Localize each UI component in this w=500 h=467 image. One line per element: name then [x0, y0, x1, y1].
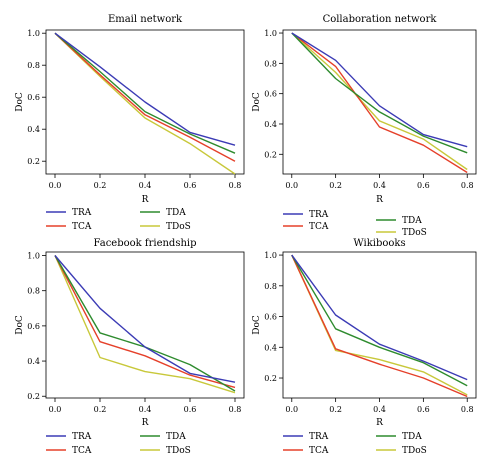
y-tick-label: 0.4: [27, 125, 40, 134]
series-line-tda: [54, 255, 236, 392]
series-line-tdos: [54, 255, 236, 394]
x-tick-label: 0.2: [94, 405, 107, 414]
x-tick-label: 0.0: [49, 181, 62, 190]
series-line-tca: [291, 32, 468, 174]
y-axis-label: DoC: [252, 92, 262, 112]
x-tick-label: 0.6: [184, 181, 197, 190]
series-line-tda: [54, 32, 236, 154]
chart-panel-3: Facebook friendship 0.0 0.2 0.4 0.6 0.8 0.2 0.4…: [15, 238, 245, 456]
series-line-tca: [54, 255, 236, 389]
y-tick-label: 1.0: [27, 252, 40, 261]
series-line-tda: [291, 254, 468, 387]
legend-label-tdos: TDoS: [402, 446, 427, 456]
y-tick-label: 1.0: [264, 251, 277, 260]
x-tick-label: 0.4: [139, 405, 152, 414]
y-tick-label: 0.6: [264, 313, 277, 322]
legend-label-tda: TDA: [166, 432, 186, 442]
y-tick-label: 0.2: [27, 157, 40, 166]
y-tick-label: 0.8: [264, 282, 277, 291]
legend-label-tdos: TDoS: [402, 228, 427, 238]
chart-panel-1: Email network 0.0 0.2 0.4 0.6 0.8 0.2 0.4 0.6 0.8…: [15, 14, 245, 232]
legend-label-tdos: TDoS: [166, 446, 191, 456]
x-tick-label: 0.2: [329, 405, 342, 414]
x-tick-label: 0.6: [417, 181, 430, 190]
x-axis-label: R: [142, 418, 149, 428]
x-tick-label: 0.4: [373, 181, 386, 190]
legend-label-tra: TRA: [309, 432, 329, 442]
x-tick-label: 0.0: [285, 181, 298, 190]
x-tick-label: 0.8: [461, 405, 474, 414]
series-line-tda: [291, 32, 468, 154]
series-line-tdos: [54, 32, 236, 175]
x-tick-label: 0.0: [49, 405, 62, 414]
legend-label-tca: TCA: [72, 222, 92, 232]
plot-frame: [282, 251, 477, 399]
x-tick-label: 0.8: [229, 181, 242, 190]
series-line-tca: [291, 254, 468, 398]
y-tick-label: 0.8: [264, 59, 277, 68]
x-axis-label: R: [142, 195, 149, 205]
y-tick-label: 0.6: [264, 90, 277, 99]
y-tick-label: 0.6: [27, 93, 40, 102]
legend-label-tda: TDA: [402, 432, 422, 442]
y-tick-label: 0.2: [264, 150, 277, 159]
y-tick-label: 0.8: [27, 287, 40, 296]
legend-label-tca: TCA: [309, 222, 329, 232]
y-tick-label: 0.4: [27, 357, 40, 366]
legend-label-tra: TRA: [72, 208, 92, 218]
y-tick-label: 0.2: [27, 392, 40, 401]
series-line-tdos: [291, 32, 468, 171]
chart-panel-4: Wikibooks 0.0 0.2 0.4 0.6 0.8 0.2 0.4 0.6 0.8 1.0 R…: [252, 238, 477, 456]
y-tick-label: 0.2: [264, 374, 277, 383]
x-axis-label: R: [376, 418, 383, 428]
x-tick-label: 0.4: [139, 181, 152, 190]
y-tick-label: 0.4: [264, 343, 277, 352]
series-line-tdos: [291, 254, 468, 396]
y-tick-label: 1.0: [264, 29, 277, 38]
x-tick-label: 0.8: [229, 405, 242, 414]
chart-title: Email network: [108, 14, 183, 25]
y-tick-label: 0.6: [27, 322, 40, 331]
y-axis-label: DoC: [252, 315, 262, 335]
series-line-tra: [54, 32, 236, 146]
legend-label-tda: TDA: [166, 208, 186, 218]
series-line-tra: [291, 32, 468, 148]
x-tick-label: 0.6: [184, 405, 197, 414]
x-axis-label: R: [376, 195, 383, 205]
chart-panel-2: Collaboration network 0.0 0.2 0.4 0.6 0.8 0.2 0…: [252, 14, 477, 238]
legend-label-tda: TDA: [402, 216, 422, 226]
series-line-tra: [54, 255, 236, 383]
x-tick-label: 0.0: [285, 405, 298, 414]
series-line-tca: [54, 32, 236, 162]
legend-label-tdos: TDoS: [166, 222, 191, 232]
series-line-tra: [291, 254, 468, 381]
legend-label-tra: TRA: [309, 210, 329, 220]
y-axis-label: DoC: [15, 315, 25, 335]
x-tick-label: 0.2: [329, 181, 342, 190]
legend-label-tra: TRA: [72, 432, 92, 442]
x-tick-label: 0.6: [417, 405, 430, 414]
x-tick-label: 0.2: [94, 181, 107, 190]
chart-title: Collaboration network: [323, 14, 438, 25]
plot-frame: [45, 251, 245, 399]
legend-label-tca: TCA: [72, 446, 92, 456]
x-tick-label: 0.8: [461, 181, 474, 190]
y-tick-label: 1.0: [27, 29, 40, 38]
y-tick-label: 0.8: [27, 61, 40, 70]
chart-title: Wikibooks: [353, 238, 405, 249]
y-tick-label: 0.4: [264, 120, 277, 129]
y-axis-label: DoC: [15, 92, 25, 112]
legend-label-tca: TCA: [309, 446, 329, 456]
x-tick-label: 0.4: [373, 405, 386, 414]
chart-title: Facebook friendship: [93, 238, 196, 249]
